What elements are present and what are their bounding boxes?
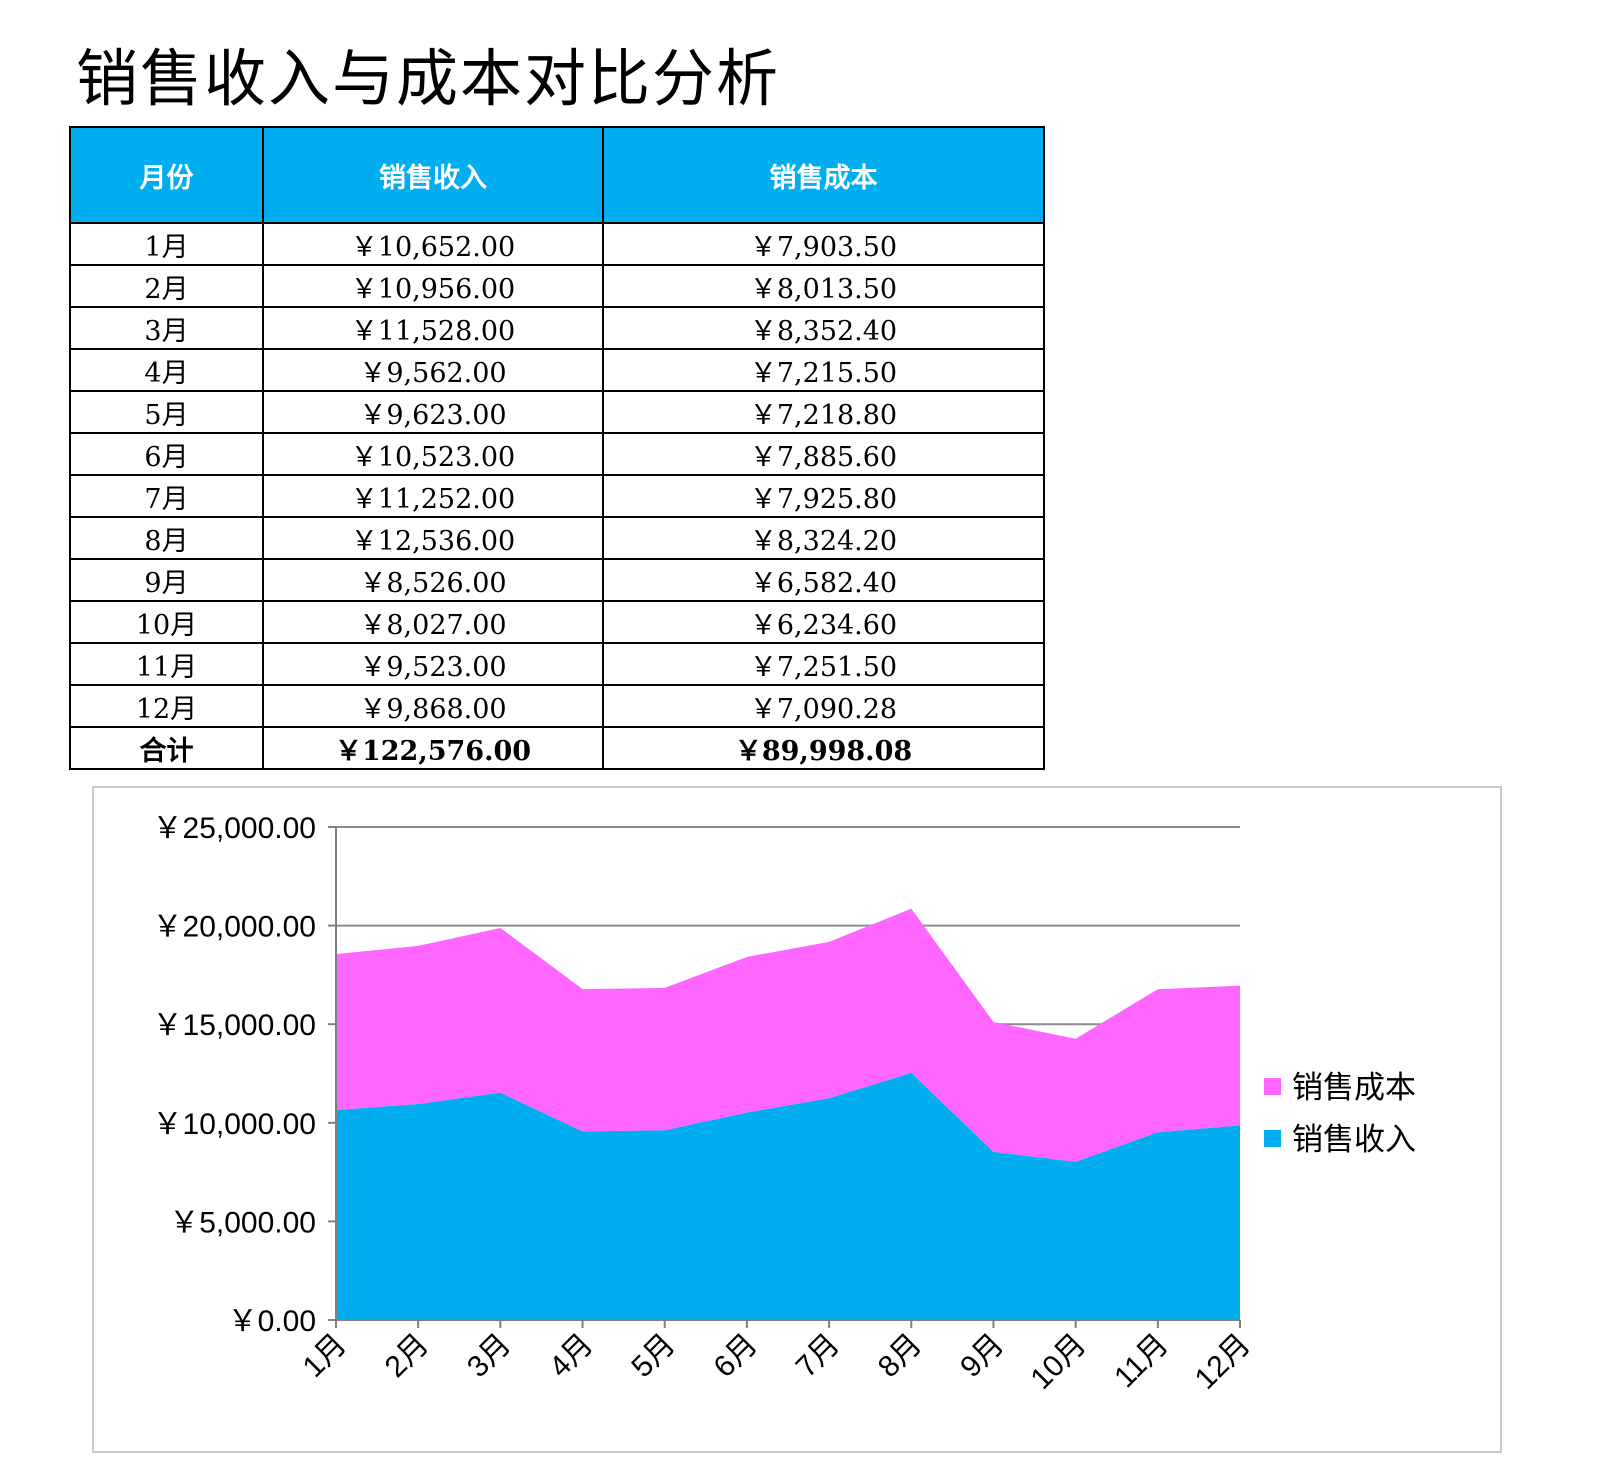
revenue-cell: ￥9,868.00	[262, 684, 604, 728]
cost-cell: ￥7,218.80	[602, 390, 1045, 434]
legend-label: 销售成本	[1292, 1070, 1416, 1105]
month-cell: 3月	[69, 306, 264, 350]
legend-swatch	[1264, 1130, 1281, 1147]
cost-cell: ￥7,090.28	[602, 684, 1045, 728]
revenue-cell: ￥8,526.00	[262, 558, 604, 602]
revenue-cell: ￥11,252.00	[262, 474, 604, 518]
x-tick-label: 2月	[379, 1328, 435, 1384]
table-total-row: 合计 ￥122,576.00 ￥89,998.08	[69, 726, 1045, 770]
x-tick-label: 7月	[790, 1328, 846, 1384]
month-cell: 4月	[69, 348, 264, 392]
revenue-cell: ￥9,562.00	[262, 348, 604, 392]
month-cell: 11月	[69, 642, 264, 686]
x-tick-label: 9月	[954, 1328, 1010, 1384]
table-row: 7月 ￥11,252.00 ￥7,925.80	[69, 474, 1045, 518]
header-revenue: 销售收入	[262, 126, 604, 224]
cost-cell: ￥7,903.50	[602, 222, 1045, 266]
x-tick-label: 8月	[872, 1328, 928, 1384]
revenue-cell: ￥9,623.00	[262, 390, 604, 434]
cost-cell: ￥8,013.50	[602, 264, 1045, 308]
table-row: 10月 ￥8,027.00 ￥6,234.60	[69, 600, 1045, 644]
cost-cell: ￥8,324.20	[602, 516, 1045, 560]
x-tick-label: 4月	[543, 1328, 599, 1384]
legend-swatch	[1264, 1078, 1281, 1095]
table-row: 6月 ￥10,523.00 ￥7,885.60	[69, 432, 1045, 476]
table-row: 8月 ￥12,536.00 ￥8,324.20	[69, 516, 1045, 560]
month-cell: 8月	[69, 516, 264, 560]
table-row: 11月 ￥9,523.00 ￥7,251.50	[69, 642, 1045, 686]
x-tick-label: 12月	[1189, 1328, 1257, 1396]
revenue-cell: ￥11,528.00	[262, 306, 604, 350]
revenue-cell: ￥10,652.00	[262, 222, 604, 266]
chart-area: ￥0.00 ￥5,000.00 ￥10,000.00 ￥15,000.00 ￥20,00…	[92, 786, 1502, 1453]
table-header-row: 月份 销售收入 销售成本	[69, 126, 1045, 224]
cost-cell: ￥8,352.40	[602, 306, 1045, 350]
table-row: 5月 ￥9,623.00 ￥7,218.80	[69, 390, 1045, 434]
month-cell: 12月	[69, 684, 264, 728]
area-series-0	[336, 1072, 1240, 1320]
legend-label: 销售收入	[1292, 1122, 1416, 1157]
cost-cell: ￥7,925.80	[602, 474, 1045, 518]
header-month: 月份	[69, 126, 264, 224]
y-tick-label: ￥25,000.00	[153, 812, 316, 845]
y-tick-label: ￥5,000.00	[169, 1206, 316, 1239]
month-cell: 5月	[69, 390, 264, 434]
table-row: 1月 ￥10,652.00 ￥7,903.50	[69, 222, 1045, 266]
page-title: 销售收入与成本对比分析	[76, 42, 781, 115]
y-tick-label: ￥10,000.00	[153, 1108, 316, 1141]
area-chart: ￥0.00 ￥5,000.00 ￥10,000.00 ￥15,000.00 ￥20,00…	[153, 812, 1416, 1396]
sales-cost-table: 月份 销售收入 销售成本 1月 ￥10,652.00 ￥7,903.50 2月 ￥10,…	[69, 126, 1045, 770]
table-row: 12月 ￥9,868.00 ￥7,090.28	[69, 684, 1045, 728]
y-tick-label: ￥0.00	[228, 1305, 316, 1338]
cost-cell: ￥7,885.60	[602, 432, 1045, 476]
table-row: 2月 ￥10,956.00 ￥8,013.50	[69, 264, 1045, 308]
month-cell: 10月	[69, 600, 264, 644]
revenue-cell: ￥9,523.00	[262, 642, 604, 686]
table-row: 3月 ￥11,528.00 ￥8,352.40	[69, 306, 1045, 350]
month-cell: 1月	[69, 222, 264, 266]
revenue-cell: ￥12,536.00	[262, 516, 604, 560]
month-cell: 2月	[69, 264, 264, 308]
cost-cell: ￥7,215.50	[602, 348, 1045, 392]
y-tick-label: ￥15,000.00	[153, 1009, 316, 1042]
header-cost: 销售成本	[602, 126, 1045, 224]
cost-cell: ￥6,582.40	[602, 558, 1045, 602]
total-cost: ￥89,998.08	[602, 726, 1045, 770]
x-tick-label: 3月	[461, 1328, 517, 1384]
total-revenue: ￥122,576.00	[262, 726, 604, 770]
revenue-cell: ￥8,027.00	[262, 600, 604, 644]
table-row: 9月 ￥8,526.00 ￥6,582.40	[69, 558, 1045, 602]
y-tick-label: ￥20,000.00	[153, 911, 316, 944]
cost-cell: ￥6,234.60	[602, 600, 1045, 644]
month-cell: 9月	[69, 558, 264, 602]
table-row: 4月 ￥9,562.00 ￥7,215.50	[69, 348, 1045, 392]
x-tick-label: 11月	[1108, 1328, 1175, 1395]
revenue-cell: ￥10,523.00	[262, 432, 604, 476]
total-label: 合计	[69, 726, 264, 770]
x-tick-label: 6月	[708, 1328, 764, 1384]
month-cell: 7月	[69, 474, 264, 518]
cost-cell: ￥7,251.50	[602, 642, 1045, 686]
x-tick-label: 10月	[1024, 1328, 1092, 1396]
area-series-1	[336, 908, 1240, 1162]
x-tick-label: 5月	[625, 1328, 681, 1384]
month-cell: 6月	[69, 432, 264, 476]
revenue-cell: ￥10,956.00	[262, 264, 604, 308]
